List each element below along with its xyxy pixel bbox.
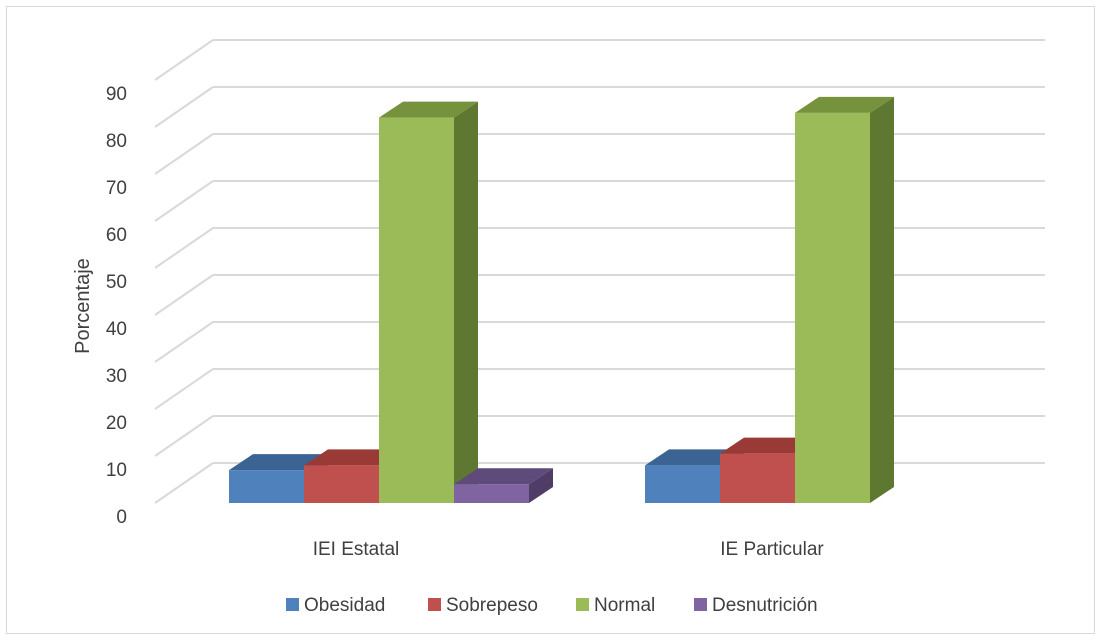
gridline-wall — [154, 321, 214, 363]
legend-swatch — [694, 598, 707, 611]
y-tick-label: 40 — [106, 319, 127, 340]
gridline-wall — [154, 368, 214, 410]
y-tick-label: 90 — [106, 84, 127, 105]
legend-swatch — [286, 598, 299, 611]
y-tick-label: 20 — [106, 413, 127, 434]
gridline-wall — [154, 133, 214, 175]
bar-top — [645, 449, 744, 466]
legend-item-normal: Normal — [576, 595, 655, 616]
y-axis-ticks: 0 10 20 30 40 50 60 70 80 90 — [106, 84, 127, 528]
legend-item-desnutrición: Desnutrición — [694, 595, 818, 616]
bar-top — [795, 96, 894, 113]
gridline-wall — [154, 462, 214, 504]
gridline-wall — [154, 274, 214, 316]
y-tick-label: 50 — [106, 272, 127, 293]
bar-front — [720, 453, 795, 503]
bar-front — [379, 117, 454, 503]
bar-front — [454, 484, 529, 503]
y-tick-label: 80 — [106, 131, 127, 152]
y-tick-label: 70 — [106, 178, 127, 199]
gridlines — [154, 39, 1045, 504]
legend-swatch — [576, 598, 589, 611]
gridline-wall — [154, 180, 214, 222]
gridline-wall — [154, 415, 214, 457]
chart-area — [6, 6, 1095, 634]
bars — [229, 96, 894, 504]
bar-normal-1 — [379, 101, 478, 503]
gridline-wall — [154, 86, 214, 128]
x-tick-label: IEI Estatal — [313, 539, 400, 560]
gridline-wall — [154, 39, 214, 81]
bar-front — [645, 465, 720, 503]
legend-label: Obesidad — [304, 595, 385, 616]
legend-swatch — [428, 598, 441, 611]
bar-top — [379, 101, 478, 118]
x-tick-label: IE Particular — [720, 539, 824, 560]
bar-desnutrición-1 — [454, 468, 553, 503]
legend-label: Sobrepeso — [446, 595, 538, 616]
bar-side — [529, 468, 553, 503]
bar-top — [304, 449, 403, 466]
y-tick-label: 60 — [106, 225, 127, 246]
gridline-wall — [154, 227, 214, 269]
y-tick-label: 10 — [106, 460, 127, 481]
legend-item-obesidad: Obesidad — [286, 595, 385, 616]
legend-item-sobrepeso: Sobrepeso — [428, 595, 538, 616]
bar-top — [720, 437, 819, 454]
x-axis-labels: IEI Estatal IE Particular — [313, 539, 825, 560]
y-axis-title: Porcentaje — [72, 258, 94, 354]
legend-label: Desnutrición — [712, 595, 818, 616]
bar-top — [229, 454, 328, 471]
bar-side — [870, 96, 894, 504]
y-tick-label: 0 — [116, 507, 127, 528]
bar-front — [229, 470, 304, 503]
bar-front — [304, 465, 379, 503]
legend-label: Normal — [594, 595, 655, 616]
bar-top — [454, 468, 553, 485]
y-tick-label: 30 — [106, 366, 127, 387]
bar-normal-2 — [795, 96, 894, 504]
bar-front — [795, 112, 870, 504]
legend: Obesidad Sobrepeso Normal Desnutrición — [286, 595, 818, 616]
bar-side — [454, 101, 478, 503]
